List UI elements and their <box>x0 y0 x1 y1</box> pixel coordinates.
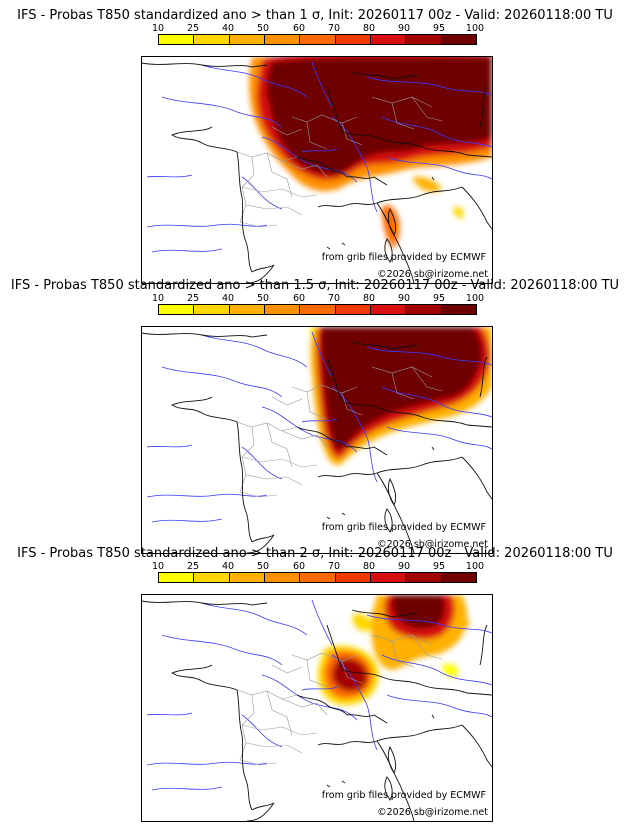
scale-segment <box>335 35 371 44</box>
scale-bar <box>158 572 477 583</box>
scale-tick-label: 80 <box>362 23 376 34</box>
scale-segment <box>406 35 442 44</box>
map-panel-2: IFS - Probas T850 standardized ano > tha… <box>0 278 630 554</box>
panel-title: IFS - Probas T850 standardized ano > tha… <box>10 278 620 293</box>
coastlines <box>142 62 492 283</box>
scale-bar <box>158 304 477 315</box>
scale-segment <box>264 573 301 582</box>
map-frame: from grib files provided by ECMWF ©2026 … <box>141 56 493 284</box>
map-canvas <box>142 57 492 283</box>
scale-segment <box>335 305 371 314</box>
admin-borders <box>236 366 443 498</box>
scale-tick-label: 80 <box>362 293 376 304</box>
probability-area <box>266 57 492 176</box>
probability-field <box>310 327 492 466</box>
coastlines <box>142 332 492 553</box>
scale-tick-label: 25 <box>186 561 200 572</box>
scale-segment <box>159 305 195 314</box>
map-panel-3: IFS - Probas T850 standardized ano > tha… <box>0 546 630 822</box>
scale-tick-label: 50 <box>256 561 270 572</box>
copyright-credit: ©2026 sb@irizome.net <box>377 269 488 280</box>
map-panel-1: IFS - Probas T850 standardized ano > tha… <box>0 8 630 284</box>
scale-segment <box>159 573 195 582</box>
map-canvas <box>142 327 492 553</box>
scale-tick-label: 90 <box>397 293 411 304</box>
scale-tick-label: 80 <box>362 561 376 572</box>
scale-tick-label: 10 <box>151 23 165 34</box>
scale-tick-label: 60 <box>292 561 306 572</box>
scale-segment <box>370 573 407 582</box>
scale-segment <box>335 573 371 582</box>
scale-segment <box>229 35 265 44</box>
scale-segment <box>406 305 442 314</box>
map-frame: from grib files provided by ECMWF ©2026 … <box>141 326 493 554</box>
scale-segment <box>194 305 230 314</box>
probability-field <box>317 595 470 706</box>
probability-area <box>442 663 459 677</box>
data-source-credit: from grib files provided by ECMWF <box>321 252 486 263</box>
scale-segment <box>370 35 407 44</box>
color-scale: 10 25 40 50 60 70 80 90 95 100 <box>152 561 484 585</box>
scale-tick-label: 25 <box>186 23 200 34</box>
color-scale: 10 25 40 50 60 70 80 90 95 100 <box>152 23 484 47</box>
scale-tick-label: 90 <box>397 23 411 34</box>
scale-segment <box>406 573 442 582</box>
rivers <box>146 599 492 791</box>
scale-segment <box>300 573 336 582</box>
scale-tick-label: 10 <box>151 561 165 572</box>
probability-area <box>321 327 483 451</box>
scale-segment <box>441 35 476 44</box>
scale-tick-label: 25 <box>186 293 200 304</box>
scale-tick-label: 95 <box>432 561 446 572</box>
scale-tick-label: 90 <box>397 561 411 572</box>
scale-segment <box>229 305 265 314</box>
rivers <box>146 331 492 523</box>
admin-borders <box>236 634 443 766</box>
data-source-credit: from grib files provided by ECMWF <box>321 790 486 801</box>
scale-tick-label: 10 <box>151 293 165 304</box>
scale-segment <box>229 573 265 582</box>
scale-tick-label: 70 <box>327 561 341 572</box>
scale-tick-label: 70 <box>327 293 341 304</box>
scale-bar <box>158 34 477 45</box>
scale-tick-label: 95 <box>432 23 446 34</box>
scale-segment <box>441 305 476 314</box>
copyright-credit: ©2026 sb@irizome.net <box>377 539 488 550</box>
coastlines <box>142 600 492 821</box>
panel-title: IFS - Probas T850 standardized ano > tha… <box>17 546 613 561</box>
scale-tick-label: 95 <box>432 293 446 304</box>
color-scale: 10 25 40 50 60 70 80 90 95 100 <box>152 293 484 317</box>
scale-tick-label: 60 <box>292 23 306 34</box>
scale-segment <box>370 305 407 314</box>
panel-title: IFS - Probas T850 standardized ano > tha… <box>17 8 613 23</box>
map-frame: from grib files provided by ECMWF ©2026 … <box>141 594 493 822</box>
probability-field <box>249 57 492 249</box>
scale-segment <box>159 35 195 44</box>
scale-tick-label: 50 <box>256 293 270 304</box>
scale-tick-label: 100 <box>465 23 485 34</box>
scale-segment <box>300 305 336 314</box>
scale-tick-label: 50 <box>256 23 270 34</box>
scale-tick-label: 40 <box>221 23 235 34</box>
map-canvas <box>142 595 492 821</box>
probability-area <box>412 176 442 192</box>
scale-segment <box>441 573 476 582</box>
scale-segment <box>300 35 336 44</box>
rivers <box>146 61 492 253</box>
scale-tick-label: 100 <box>465 561 485 572</box>
data-source-credit: from grib files provided by ECMWF <box>321 522 486 533</box>
scale-segment <box>264 35 301 44</box>
probability-area <box>352 613 373 632</box>
scale-segment <box>194 35 230 44</box>
admin-borders <box>236 96 443 228</box>
copyright-credit: ©2026 sb@irizome.net <box>377 807 488 818</box>
probability-area <box>453 206 464 219</box>
scale-tick-label: 70 <box>327 23 341 34</box>
scale-tick-label: 100 <box>465 293 485 304</box>
scale-segment <box>194 573 230 582</box>
scale-tick-label: 40 <box>221 561 235 572</box>
scale-tick-label: 40 <box>221 293 235 304</box>
scale-tick-label: 60 <box>292 293 306 304</box>
scale-segment <box>264 305 301 314</box>
